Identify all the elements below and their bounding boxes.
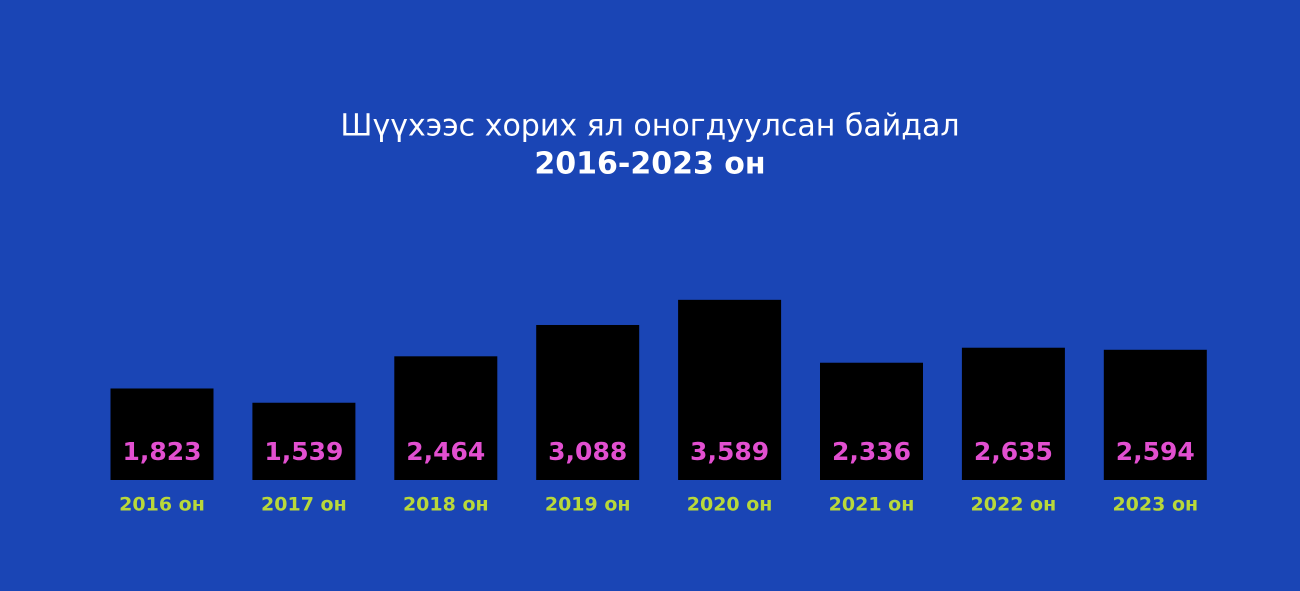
value-label: 2,635 [974, 437, 1053, 466]
value-label: 1,539 [264, 437, 343, 466]
value-label: 3,088 [548, 437, 627, 466]
chart-title: Шүүхээс хорих ял оногдуулсан байдал [340, 109, 959, 144]
value-label: 1,823 [122, 437, 201, 466]
bar [961, 347, 1065, 480]
chart-subtitle: 2016-2023 он [534, 147, 765, 182]
value-label: 2,336 [832, 437, 911, 466]
bar [1103, 349, 1207, 480]
bar [394, 356, 498, 480]
x-tick-label: 2021 он [829, 494, 915, 516]
value-label: 2,464 [406, 437, 485, 466]
bar [536, 324, 640, 480]
x-tick-label: 2022 он [971, 494, 1057, 516]
x-tick-label: 2017 он [261, 494, 347, 516]
x-tick-label: 2016 он [119, 494, 205, 516]
value-label: 2,594 [1116, 437, 1195, 466]
x-tick-label: 2018 он [403, 494, 489, 516]
bar [252, 402, 356, 480]
x-tick-label: 2019 он [545, 494, 631, 516]
bar [678, 299, 782, 480]
x-tick-label: 2023 он [1112, 494, 1198, 516]
value-label: 3,589 [690, 437, 769, 466]
x-tick-label: 2020 он [687, 494, 773, 516]
bar [820, 362, 923, 480]
bar [110, 388, 214, 480]
